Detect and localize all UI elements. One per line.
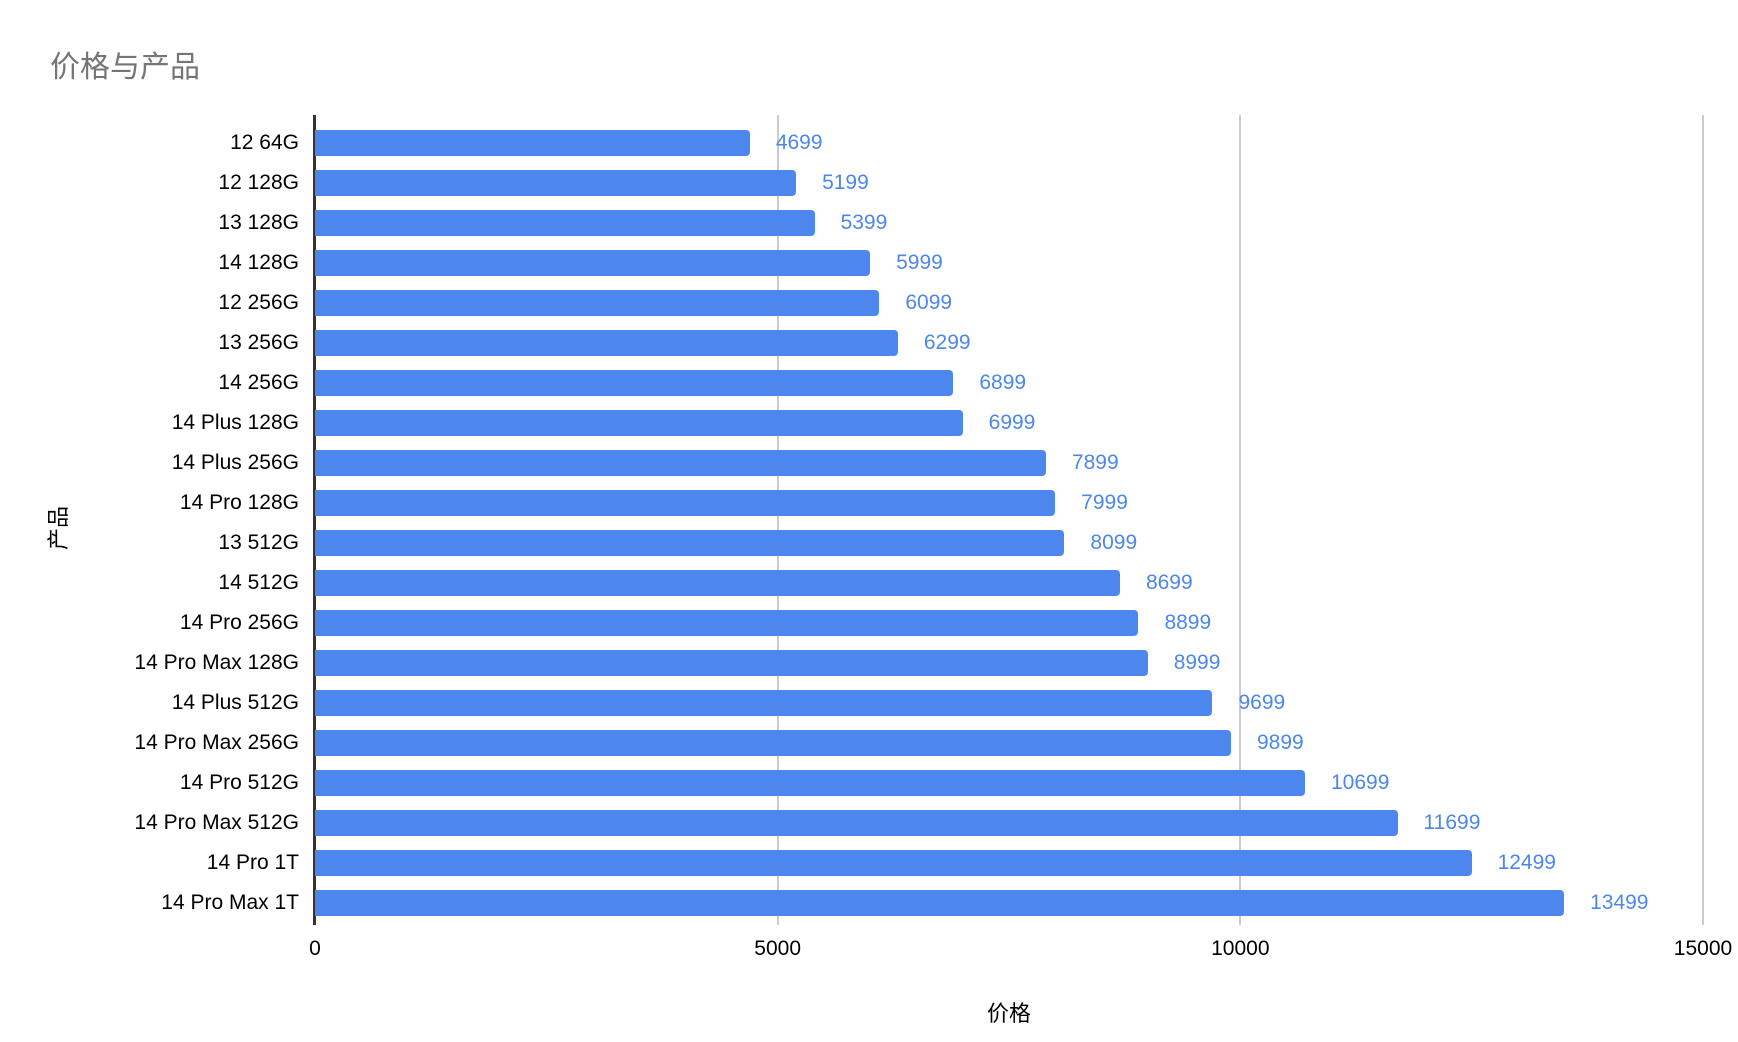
- category-label: 14 Pro 256G: [179, 611, 299, 634]
- bar-row: 14 Pro Max 256G 9899: [134, 723, 1703, 763]
- bar-14-128g[interactable]: [315, 250, 871, 276]
- bar-12-256g[interactable]: [315, 290, 880, 316]
- x-tick-label-5000: 5000: [754, 937, 802, 960]
- bar-14-pro-max-1t[interactable]: [315, 890, 1565, 916]
- bar-12-64g[interactable]: [315, 130, 750, 156]
- bar-14-pro-max-256g[interactable]: [315, 730, 1231, 756]
- bar-row: 14 Pro 1T 12499: [207, 843, 1703, 883]
- y-axis-title: 产品: [46, 505, 71, 551]
- y-axis-line: [313, 115, 316, 925]
- bar-row: 13 512G 8099: [218, 523, 1703, 563]
- bar-row: 12 128G 5199: [218, 163, 1703, 203]
- bar-row: 14 Plus 256G 7899: [172, 443, 1703, 483]
- x-tick-label-10000: 10000: [1211, 937, 1270, 960]
- bar-value-label: 8899: [1164, 611, 1212, 634]
- bar-value-label: 9699: [1238, 691, 1286, 714]
- bar-14-pro-512g[interactable]: [315, 770, 1305, 796]
- bar-row: 14 Pro 512G 10699: [180, 763, 1703, 803]
- plot-area: 12 64G 4699 12 128G 5199 13 128G 5399 14 128G 5…: [134, 115, 1704, 925]
- bar-14-pro-128g[interactable]: [315, 490, 1056, 516]
- category-label: 14 Pro 1T: [206, 851, 299, 874]
- bar-value-label: 8699: [1145, 571, 1193, 594]
- bar-row: 14 Pro 256G 8899: [180, 603, 1703, 643]
- bar-value-label: 11699: [1423, 811, 1481, 834]
- bar-value-label: 6299: [923, 331, 971, 354]
- bar-row: 14 Pro 128G 7999: [180, 483, 1703, 523]
- bar-value-label: 13499: [1590, 891, 1649, 914]
- x-axis-title: 价格: [986, 1001, 1031, 1026]
- bar-value-label: 10699: [1331, 771, 1390, 794]
- bar-14-pro-max-128g[interactable]: [315, 650, 1148, 676]
- bar-value-label: 5199: [822, 171, 869, 194]
- bar-14-plus-128g[interactable]: [315, 410, 963, 436]
- bar-13-256g[interactable]: [315, 330, 898, 356]
- category-label: 12 128G: [218, 171, 299, 194]
- category-label: 14 Plus 256G: [171, 451, 299, 474]
- category-label: 14 128G: [218, 251, 299, 274]
- category-label: 14 Plus 128G: [171, 411, 299, 434]
- bar-value-label: 5399: [840, 211, 888, 234]
- bar-14-512g[interactable]: [315, 570, 1120, 596]
- bar-value-label: 4699: [775, 131, 823, 154]
- bar-row: 14 Pro Max 128G 8999: [134, 643, 1703, 683]
- category-label: 12 64G: [230, 131, 299, 154]
- bar-row: 13 256G 6299: [218, 323, 1703, 363]
- x-tick-label-15000: 15000: [1673, 937, 1733, 960]
- bar-value-label: 6099: [905, 291, 953, 314]
- category-label: 14 Pro Max 512G: [134, 811, 299, 834]
- bar-rows-container: 12 64G 4699 12 128G 5199 13 128G 5399 14 128G 5…: [134, 123, 1703, 923]
- category-label: 14 Pro 128G: [179, 491, 299, 514]
- bar-row: 14 128G 5999: [218, 243, 1703, 283]
- gridline-5000: [776, 115, 779, 925]
- bar-14-plus-256g[interactable]: [315, 450, 1046, 476]
- bar-value-label: 7999: [1081, 491, 1128, 514]
- bar-value-label: 9899: [1256, 731, 1304, 754]
- category-label: 13 128G: [218, 211, 299, 234]
- bar-row: 13 128G 5399: [218, 203, 1703, 243]
- category-label: 12 256G: [218, 291, 299, 314]
- bar-14-pro-256g[interactable]: [315, 610, 1139, 636]
- bar-value-label: 5999: [896, 251, 943, 274]
- category-label: 14 Pro 512G: [179, 771, 299, 794]
- bar-14-pro-max-512g[interactable]: [315, 810, 1398, 836]
- bar-14-pro-1t[interactable]: [315, 850, 1472, 876]
- category-label: 14 Plus 512G: [171, 691, 299, 714]
- bar-13-512g[interactable]: [315, 530, 1065, 556]
- bar-value-label: 8999: [1173, 651, 1221, 674]
- gridline-15000: [1702, 115, 1704, 925]
- x-axis-ticks: 0 5000 10000 15000: [309, 937, 1732, 963]
- bar-value-label: 7899: [1071, 451, 1119, 474]
- chart-title: 价格与产品: [50, 51, 200, 84]
- bar-13-128g[interactable]: [315, 210, 815, 236]
- category-label: 14 Pro Max 128G: [134, 651, 299, 674]
- bar-row: 14 512G 8699: [218, 563, 1703, 603]
- category-label: 13 256G: [218, 331, 299, 354]
- bar-row: 14 Pro Max 1T 13499: [161, 883, 1703, 923]
- bar-row: 14 Plus 128G 6999: [172, 403, 1703, 443]
- bar-value-label: 6999: [988, 411, 1036, 434]
- bar-row: 12 64G 4699: [230, 123, 1703, 163]
- bar-value-label: 6899: [979, 371, 1027, 394]
- bar-12-128g[interactable]: [315, 170, 797, 196]
- gridline-10000: [1239, 115, 1242, 925]
- bar-row: 14 Pro Max 512G 11699: [134, 803, 1703, 843]
- x-tick-label-0: 0: [309, 937, 321, 960]
- bar-value-label: 8099: [1090, 531, 1138, 554]
- bar-row: 14 256G 6899: [218, 363, 1703, 403]
- bar-14-plus-512g[interactable]: [315, 690, 1213, 716]
- category-label: 14 512G: [218, 571, 299, 594]
- category-label: 13 512G: [218, 531, 299, 554]
- category-label: 14 Pro Max 1T: [161, 891, 299, 914]
- bar-row: 14 Plus 512G 9699: [172, 683, 1703, 723]
- bar-value-label: 12499: [1497, 851, 1556, 874]
- bar-row: 12 256G 6099: [218, 283, 1703, 323]
- bar-14-256g[interactable]: [315, 370, 954, 396]
- category-label: 14 256G: [218, 371, 299, 394]
- category-label: 14 Pro Max 256G: [134, 731, 299, 754]
